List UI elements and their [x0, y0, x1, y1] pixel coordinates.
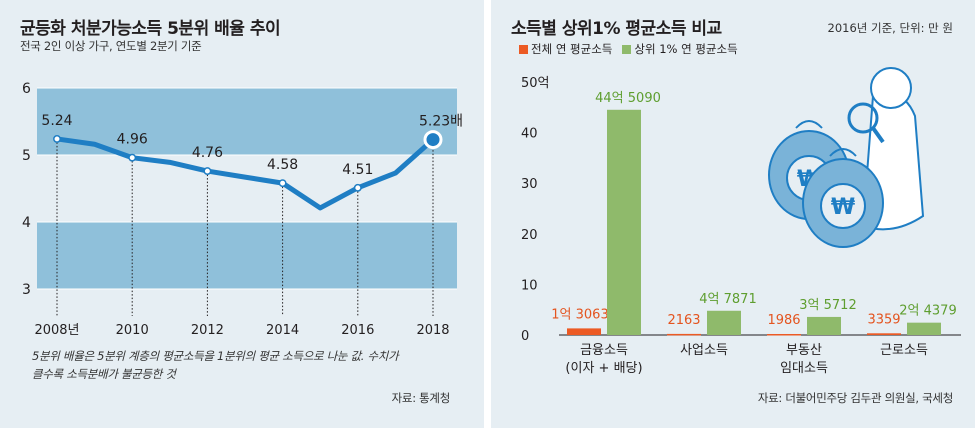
data-point	[53, 134, 61, 143]
right-chart-title: 소득별 상위1% 평균소득 비교	[511, 19, 722, 39]
money-bags-icon: ₩₩	[768, 67, 925, 248]
left-chart-title: 균등화 처분가능소득 5분위 배율 추이	[20, 19, 281, 39]
y-tick-label: 5	[22, 148, 31, 164]
x-tick-label: 2008년	[34, 323, 79, 338]
chart-footnote: 5분위 배율은 5분위 계층의 평균소득을 1분위의 평균 소득으로 나눈 값.…	[32, 347, 472, 383]
bar-label-all: 3359	[867, 312, 900, 327]
left-chart-panel: 균등화 처분가능소득 5분위 배율 추이 전국 2인 이상 가구, 연도별 2분…	[0, 0, 484, 428]
shaded-band	[37, 88, 457, 155]
y-tick-label: 0	[521, 329, 529, 344]
legend-item-top: 상위 1% 연 평균소득	[622, 41, 738, 57]
category-label: 부동산	[786, 343, 822, 358]
x-tick-label: 2010	[116, 323, 149, 338]
x-tick-label: 2018	[416, 323, 449, 338]
category-label: 임대소득	[780, 361, 828, 376]
data-label: 4.51	[342, 162, 373, 178]
category-label: 사업소득	[680, 343, 728, 358]
bar-all	[667, 333, 701, 336]
category-label: (이자 + 배당)	[565, 361, 642, 376]
y-tick-label: 6	[22, 81, 31, 97]
legend-swatch-all	[519, 44, 528, 54]
y-tick-label: 20	[521, 228, 538, 243]
legend-item-all: 전체 연 평균소득	[519, 41, 612, 57]
data-label: 5.24	[41, 113, 72, 129]
data-point	[128, 153, 137, 162]
bar-all	[767, 333, 801, 336]
bar-label-all: 2163	[667, 313, 700, 328]
bar-all	[867, 333, 901, 335]
right-source: 자료: 더불어민주당 김두관 의원실, 국세청	[757, 391, 953, 405]
bar-label-all: 1986	[767, 313, 800, 328]
data-label: 5.23배	[419, 114, 463, 130]
bar-top	[907, 322, 941, 335]
bar-legend: 전체 연 평균소득 상위 1% 연 평균소득	[519, 41, 742, 57]
bar-top	[707, 310, 741, 335]
x-tick-label: 2012	[191, 323, 224, 338]
category-label: 금융소득	[580, 343, 628, 358]
left-source: 자료: 통계청	[391, 391, 451, 405]
x-tick-label: 2016	[341, 323, 374, 338]
series-line	[54, 136, 436, 211]
footnote-line-1: 5분위 배율은 5분위 계층의 평균소득을 1분위의 평균 소득으로 나눈 값.…	[32, 349, 399, 363]
bar-label-all: 1억 3063	[551, 307, 608, 322]
svg-text:₩: ₩	[831, 195, 855, 220]
data-label: 4.58	[267, 157, 298, 173]
y-tick-label: 40	[521, 127, 538, 142]
bar-top	[807, 316, 841, 335]
legend-label-top: 상위 1% 연 평균소득	[634, 42, 738, 56]
data-label: 4.96	[117, 132, 148, 148]
x-tick-label: 2014	[266, 323, 299, 338]
y-tick-label: 4	[22, 215, 31, 231]
y-tick-label: 50억	[521, 76, 550, 91]
bar-label-top: 4억 7871	[699, 292, 756, 307]
footnote-line-2: 클수록 소득분배가 불균등한 것	[32, 367, 176, 381]
data-point	[203, 167, 212, 176]
bar-label-top: 3억 5712	[799, 298, 856, 313]
bar-label-top: 44억 5090	[595, 91, 661, 106]
data-point	[353, 183, 362, 192]
shaded-band	[37, 222, 457, 289]
line-chart: 3 4 5 6 2008년 2010 2012 2014 2016 2018 5.24 4.96 4.7…	[22, 81, 463, 338]
category-label: 근로소득	[880, 343, 928, 358]
data-point-highlight	[423, 130, 443, 150]
y-tick-label: 3	[22, 282, 31, 298]
bar-top	[607, 109, 641, 336]
left-chart-subtitle: 전국 2인 이상 가구, 연도별 2분기 기준	[20, 39, 202, 53]
bar-label-top: 2억 4379	[899, 304, 956, 319]
y-tick-label: 10	[521, 278, 538, 293]
data-point	[278, 179, 287, 188]
bar-chart: 0 10 20 30 40 50억 ₩₩ 1억 3063 44억 5090 금융소득 (이자 + 배…	[521, 67, 961, 376]
legend-swatch-top	[622, 44, 632, 54]
right-chart-panel: 소득별 상위1% 평균소득 비교 2016년 기준, 단위: 만 원 전체 연 …	[491, 0, 975, 428]
data-label: 4.76	[192, 145, 223, 161]
unit-note: 2016년 기준, 단위: 만 원	[827, 21, 953, 35]
legend-label-all: 전체 연 평균소득	[531, 42, 613, 56]
bar-all	[567, 328, 601, 335]
y-tick-label: 30	[521, 177, 538, 192]
